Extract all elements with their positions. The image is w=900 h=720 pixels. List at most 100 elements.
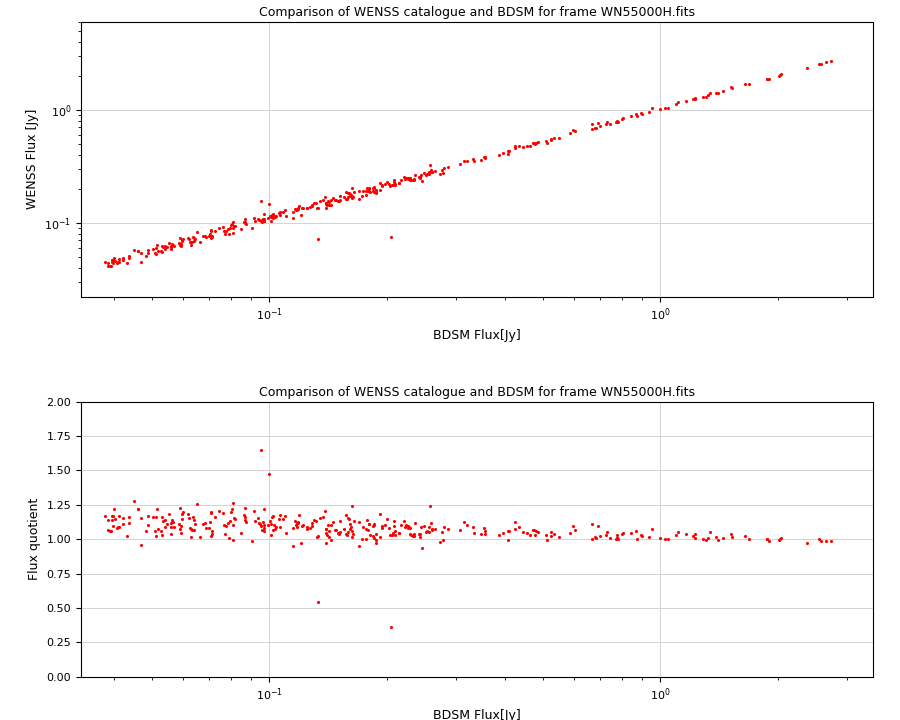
Point xyxy=(98,256,112,268)
Point xyxy=(122,518,137,529)
Point xyxy=(328,194,342,206)
Point xyxy=(603,118,617,130)
Point xyxy=(247,212,261,224)
Point xyxy=(516,526,530,538)
Point xyxy=(361,524,375,536)
Point xyxy=(289,519,303,531)
Point xyxy=(296,519,310,531)
Point xyxy=(466,153,481,165)
Point xyxy=(190,226,204,238)
Point xyxy=(134,256,148,267)
Point xyxy=(108,255,122,266)
Point xyxy=(122,252,137,264)
Title: Comparison of WENSS catalogue and BDSM for frame WN55000H.fits: Comparison of WENSS catalogue and BDSM f… xyxy=(259,386,695,399)
Point xyxy=(300,202,314,213)
Point xyxy=(760,73,774,84)
Point xyxy=(598,118,613,130)
Point xyxy=(306,197,320,209)
Point xyxy=(220,223,235,235)
Point xyxy=(424,165,438,176)
Point xyxy=(418,169,433,181)
Point xyxy=(252,215,266,226)
Point xyxy=(589,532,603,544)
Point xyxy=(291,203,305,215)
Point xyxy=(344,521,358,533)
Point xyxy=(139,250,153,261)
Point xyxy=(286,206,301,217)
Point xyxy=(107,503,122,514)
Point xyxy=(291,518,305,529)
Point xyxy=(204,225,219,237)
Point xyxy=(166,516,180,528)
Point xyxy=(130,503,145,515)
Point xyxy=(227,513,241,524)
Point xyxy=(478,151,492,163)
Point xyxy=(425,166,439,178)
Point xyxy=(688,533,703,544)
Point xyxy=(346,191,360,202)
Point xyxy=(388,179,402,190)
Point xyxy=(253,518,267,529)
Point xyxy=(658,534,672,545)
Point xyxy=(323,534,338,546)
Point xyxy=(202,522,216,534)
Point xyxy=(351,540,365,552)
Point xyxy=(716,86,730,97)
Point xyxy=(341,513,356,524)
Point xyxy=(218,228,232,239)
Point xyxy=(397,174,411,185)
Point xyxy=(198,230,212,241)
Point xyxy=(703,87,717,99)
Point xyxy=(337,192,351,203)
Point xyxy=(329,194,344,206)
Point xyxy=(295,203,310,215)
Point xyxy=(544,132,558,144)
Point xyxy=(238,216,252,228)
Point xyxy=(417,168,431,179)
Point xyxy=(130,245,145,256)
Point xyxy=(181,508,195,519)
Point xyxy=(101,260,115,271)
Point xyxy=(273,521,287,533)
Point xyxy=(342,187,356,199)
Point xyxy=(466,521,481,533)
Point xyxy=(148,511,163,523)
Point xyxy=(342,518,356,530)
Point xyxy=(106,510,121,521)
Point xyxy=(310,597,325,608)
Point xyxy=(382,522,397,534)
Point xyxy=(186,524,201,536)
Point xyxy=(267,519,282,531)
Point xyxy=(320,528,334,539)
Point xyxy=(105,510,120,522)
Point xyxy=(108,513,122,525)
Point xyxy=(761,73,776,84)
Point xyxy=(658,102,672,114)
Point xyxy=(187,232,202,243)
Point xyxy=(316,194,330,205)
Point xyxy=(388,178,402,189)
Point xyxy=(346,192,360,204)
Point xyxy=(256,519,271,531)
Point xyxy=(686,93,700,104)
Point xyxy=(316,511,330,523)
Point xyxy=(122,512,136,523)
Point xyxy=(501,534,516,545)
Point xyxy=(344,189,358,201)
Point xyxy=(584,534,598,545)
Point xyxy=(310,197,324,209)
Point xyxy=(540,534,554,546)
Point xyxy=(139,526,153,537)
Point xyxy=(388,529,402,541)
Point xyxy=(661,534,675,545)
Point xyxy=(421,166,436,178)
Point xyxy=(546,132,561,144)
Point xyxy=(155,510,169,522)
Point xyxy=(104,526,118,537)
Point xyxy=(508,516,523,528)
Point xyxy=(345,190,359,202)
Point xyxy=(800,537,814,549)
Point xyxy=(708,87,723,99)
Point xyxy=(382,181,397,192)
Point xyxy=(711,87,725,99)
